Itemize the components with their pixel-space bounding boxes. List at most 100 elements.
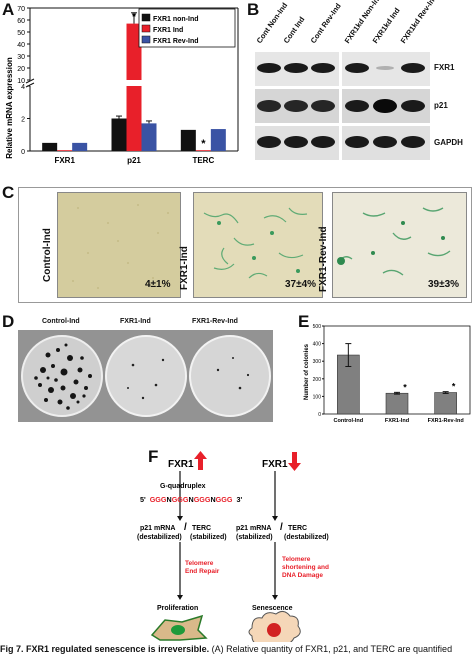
- y-tick-label: 0: [21, 149, 25, 156]
- row-label-fxr1: FXR1: [434, 63, 455, 72]
- right-terc: TERC: [288, 525, 307, 532]
- x-tick-label: p21: [127, 156, 141, 165]
- panel-label-f: F: [148, 447, 159, 466]
- slash-divider: /: [184, 522, 187, 533]
- y-tick-label: 40: [17, 42, 25, 49]
- western-blot: [255, 50, 430, 162]
- lane-label: Cont Ind: [281, 14, 307, 45]
- left-p21-state: (destabilized): [137, 534, 182, 541]
- legend-swatch: [141, 13, 151, 22]
- figure-caption: Fig 7. FXR1 regulated senescence is irre…: [0, 644, 474, 654]
- slash-divider: /: [280, 522, 283, 533]
- significance-star: *: [201, 138, 206, 150]
- down-arrow-icon: [288, 452, 301, 471]
- axis-break-mark: [25, 78, 35, 84]
- legend-label: FXR1 Ind: [153, 27, 183, 34]
- band-p21-3: [311, 100, 335, 112]
- plate-fxr1: [105, 335, 187, 417]
- proliferating-cell-icon: [150, 614, 208, 641]
- y-tick-label: 0: [318, 412, 321, 418]
- bar-fxr1-2: [72, 142, 88, 151]
- micrograph-texture: [72, 204, 169, 289]
- significance-star: *: [452, 382, 456, 392]
- band-p21-6: [401, 100, 425, 112]
- micrograph-fxr1-ind: [193, 192, 323, 298]
- bar-terc-0: [180, 129, 196, 151]
- g-quadruplex-label: G-quadruplex: [160, 483, 206, 490]
- band-gapdh-5: [373, 136, 397, 148]
- row-label-gapdh: GAPDH: [434, 138, 463, 147]
- right-terc-state: (destabilized): [284, 534, 329, 541]
- caption-text: (A) Relative quantity of FXR1, p21, and …: [209, 644, 453, 654]
- bar-p21-0: [111, 118, 127, 151]
- bar-2: [434, 392, 457, 415]
- y-tick-label: 300: [313, 359, 322, 365]
- y-tick-label: 2: [21, 117, 25, 124]
- bar-chart-colonies: Number of colonies 0 100 200 300 400 500 Contr…: [304, 324, 471, 424]
- micrograph-label-control: Control-Ind: [42, 228, 53, 282]
- panel-label-e: E: [298, 312, 310, 331]
- band-fxr1-1: [257, 63, 281, 73]
- bar-p21-2: [141, 123, 157, 151]
- left-title: FXR1: [168, 459, 194, 470]
- pct-fxr1: 37±4%: [285, 279, 317, 290]
- legend-label: FXR1 non-Ind: [153, 16, 199, 23]
- micrograph-texture: [337, 207, 451, 276]
- y-tick-label: 70: [17, 6, 25, 13]
- left-p21: p21 mRNA: [140, 525, 175, 532]
- x-tick-label: TERC: [192, 156, 214, 165]
- bar-1: [385, 392, 409, 415]
- y-axis-label: Number of colonies: [304, 343, 310, 400]
- y-tick-label: 500: [313, 324, 322, 330]
- micrograph-label-fxr1: FXR1-Ind: [179, 246, 190, 290]
- band-fxr1-6: [401, 63, 425, 73]
- plate-label-fxr1-rev: FXR1-Rev-Ind: [192, 318, 238, 325]
- y-tick-label: 50: [17, 30, 25, 37]
- y-tick-label: 100: [313, 394, 322, 400]
- band-fxr1-5: [376, 66, 394, 70]
- bar-terc-2: [210, 129, 226, 151]
- bar-fxr1-1: [57, 150, 73, 151]
- mechanism-diagram: FXR1 G-quadruplex 5' GGGNGGGNGGGNGGG 3' …: [137, 451, 329, 642]
- plate-label-control: Control-Ind: [42, 318, 80, 325]
- up-arrow-icon: [194, 451, 207, 470]
- micrograph-control-ind: [57, 192, 181, 298]
- bar-fxr1-0: [42, 142, 58, 151]
- y-tick-label: 4: [21, 84, 25, 91]
- right-p21: p21 mRNA: [236, 525, 271, 532]
- y-tick-label: 400: [313, 342, 322, 348]
- colony-plates-photo: [18, 330, 273, 422]
- right-title: FXR1: [262, 459, 288, 470]
- bar-terc-1: [195, 150, 211, 151]
- x-tick-label: FXR1-Rev-Ind: [428, 418, 464, 424]
- band-p21-4: [345, 100, 369, 112]
- lane-label: Cont Rev-Ind: [308, 1, 343, 46]
- legend-box: [138, 8, 236, 48]
- band-gapdh-1: [257, 136, 281, 148]
- pct-control: 4±1%: [145, 279, 171, 290]
- gq-sequence: 5' GGGNGGGNGGGNGGG 3': [140, 495, 242, 504]
- panel-label-a: A: [2, 0, 15, 19]
- micrograph-texture: [203, 207, 308, 279]
- y-tick-label: 20: [17, 66, 25, 73]
- bar-p21-1: [126, 23, 142, 152]
- right-outcome: Senescence: [252, 605, 293, 612]
- senescent-cell-icon: [248, 610, 301, 642]
- band-p21-5: [373, 99, 397, 113]
- y-tick-label: 30: [17, 54, 25, 61]
- significance-star: *: [403, 382, 407, 392]
- bar-chart-mrna: Relative mRNA expression 10 20 30 40 50 60 70 0…: [5, 6, 239, 165]
- legend-swatch: [141, 35, 151, 44]
- band-p21-2: [284, 100, 308, 112]
- micrograph-label-fxr1-rev: FXR1-Rev-Ind: [318, 226, 329, 292]
- y-tick-label: 200: [313, 377, 322, 383]
- legend-swatch: [141, 24, 151, 33]
- y-axis-label: Relative mRNA expression: [5, 57, 14, 159]
- right-p21-state: (stabilized): [236, 534, 273, 541]
- left-process: Telomere End Repair: [185, 560, 220, 575]
- bar-break-gap: [125, 80, 143, 86]
- plate-label-fxr1: FXR1-Ind: [120, 318, 151, 325]
- left-terc-state: (stabilized): [190, 534, 227, 541]
- band-gapdh-6: [401, 136, 425, 148]
- band-p21-1: [257, 100, 281, 112]
